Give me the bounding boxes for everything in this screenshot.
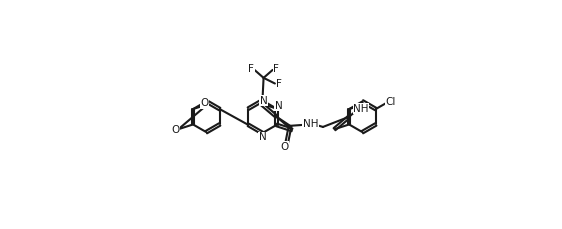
Text: O: O [171,125,180,135]
Text: O: O [280,142,289,152]
Text: N: N [275,101,283,111]
Text: N: N [260,96,268,106]
Text: O: O [201,98,209,108]
Text: Cl: Cl [386,97,396,107]
Text: NH: NH [303,119,318,128]
Text: NH: NH [353,104,369,114]
Text: N: N [259,132,266,142]
Text: F: F [276,79,282,88]
Text: F: F [273,64,279,74]
Text: F: F [248,64,254,74]
